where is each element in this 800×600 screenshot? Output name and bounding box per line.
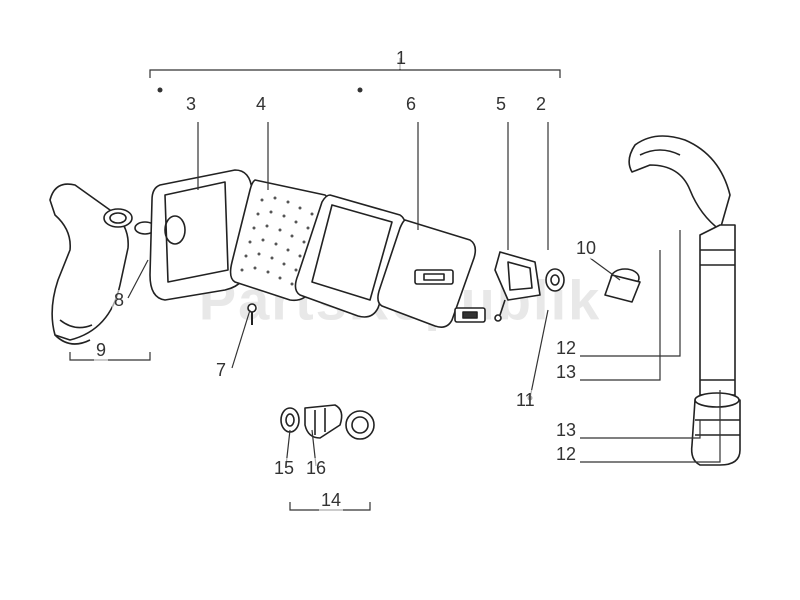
leader-c1 [150,70,560,78]
callout-c12b: 12 [554,444,578,465]
callout-c16: 16 [304,458,328,479]
callout-c13b: 13 [554,420,578,441]
exploded-diagram: 123456789101112131312141516 [0,0,800,600]
leader-c9 [70,352,150,360]
leader-c7 [232,310,250,368]
callout-c13a: 13 [554,362,578,383]
leader-c13a [580,250,660,380]
callout-c5: 5 [494,94,508,115]
callout-c10: 10 [574,238,598,259]
callout-c12a: 12 [554,338,578,359]
callout-c15: 15 [272,458,296,479]
callout-c4: 4 [254,94,268,115]
callout-c8: 8 [112,290,126,311]
callout-c11: 11 [514,390,537,411]
callout-c1: 1 [394,48,408,69]
leader-c11 [530,310,548,398]
callout-c6: 6 [404,94,418,115]
leader-c8 [128,260,148,298]
leader-c12b [580,390,720,462]
callout-c9: 9 [94,340,108,361]
callout-c3: 3 [184,94,198,115]
callout-c14: 14 [319,490,343,511]
leader-c10 [590,258,620,280]
leader-c13b [580,420,700,438]
callout-c2: 2 [534,94,548,115]
callout-c7: 7 [214,360,228,381]
